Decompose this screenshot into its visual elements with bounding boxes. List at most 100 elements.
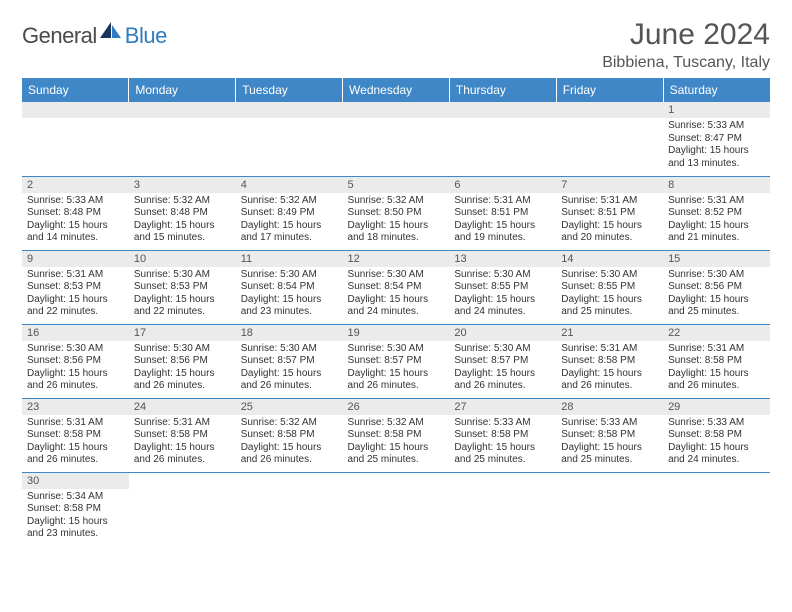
calendar-cell: 17Sunrise: 5:30 AMSunset: 8:56 PMDayligh… — [129, 324, 236, 398]
calendar-cell — [343, 102, 450, 176]
location: Bibbiena, Tuscany, Italy — [602, 54, 770, 72]
day-number: 30 — [22, 473, 129, 489]
day-body: Sunrise: 5:31 AMSunset: 8:52 PMDaylight:… — [663, 193, 770, 249]
day-number: 7 — [556, 177, 663, 193]
calendar-row: 16Sunrise: 5:30 AMSunset: 8:56 PMDayligh… — [22, 324, 770, 398]
calendar-cell: 21Sunrise: 5:31 AMSunset: 8:58 PMDayligh… — [556, 324, 663, 398]
calendar-cell: 5Sunrise: 5:32 AMSunset: 8:50 PMDaylight… — [343, 176, 450, 250]
day-body: Sunrise: 5:31 AMSunset: 8:58 PMDaylight:… — [22, 415, 129, 471]
day-number: 11 — [236, 251, 343, 267]
logo-text-general: General — [22, 23, 97, 49]
calendar-cell: 10Sunrise: 5:30 AMSunset: 8:53 PMDayligh… — [129, 250, 236, 324]
day-body: Sunrise: 5:33 AMSunset: 8:58 PMDaylight:… — [556, 415, 663, 471]
calendar-cell: 25Sunrise: 5:32 AMSunset: 8:58 PMDayligh… — [236, 398, 343, 472]
day-number-empty — [129, 102, 236, 118]
day-number: 20 — [449, 325, 556, 341]
day-body: Sunrise: 5:31 AMSunset: 8:51 PMDaylight:… — [556, 193, 663, 249]
day-body: Sunrise: 5:31 AMSunset: 8:53 PMDaylight:… — [22, 267, 129, 323]
calendar-row: 1Sunrise: 5:33 AMSunset: 8:47 PMDaylight… — [22, 102, 770, 176]
day-number: 23 — [22, 399, 129, 415]
day-number: 10 — [129, 251, 236, 267]
calendar-cell: 22Sunrise: 5:31 AMSunset: 8:58 PMDayligh… — [663, 324, 770, 398]
calendar-row: 2Sunrise: 5:33 AMSunset: 8:48 PMDaylight… — [22, 176, 770, 250]
logo: General Blue — [22, 18, 167, 49]
day-body: Sunrise: 5:34 AMSunset: 8:58 PMDaylight:… — [22, 489, 129, 545]
header: General Blue June 2024 Bibbiena, Tuscany… — [22, 18, 770, 72]
title-block: June 2024 Bibbiena, Tuscany, Italy — [602, 18, 770, 72]
day-body: Sunrise: 5:30 AMSunset: 8:56 PMDaylight:… — [129, 341, 236, 397]
day-body: Sunrise: 5:30 AMSunset: 8:57 PMDaylight:… — [343, 341, 450, 397]
day-number: 28 — [556, 399, 663, 415]
calendar-cell — [663, 472, 770, 546]
day-body: Sunrise: 5:32 AMSunset: 8:50 PMDaylight:… — [343, 193, 450, 249]
calendar-cell — [236, 102, 343, 176]
day-body: Sunrise: 5:32 AMSunset: 8:48 PMDaylight:… — [129, 193, 236, 249]
weekday-header-row: Sunday Monday Tuesday Wednesday Thursday… — [22, 78, 770, 102]
col-sunday: Sunday — [22, 78, 129, 102]
calendar-cell: 12Sunrise: 5:30 AMSunset: 8:54 PMDayligh… — [343, 250, 450, 324]
day-body: Sunrise: 5:30 AMSunset: 8:54 PMDaylight:… — [343, 267, 450, 323]
calendar-cell: 8Sunrise: 5:31 AMSunset: 8:52 PMDaylight… — [663, 176, 770, 250]
day-number: 2 — [22, 177, 129, 193]
day-body: Sunrise: 5:31 AMSunset: 8:51 PMDaylight:… — [449, 193, 556, 249]
day-number: 22 — [663, 325, 770, 341]
calendar-cell: 29Sunrise: 5:33 AMSunset: 8:58 PMDayligh… — [663, 398, 770, 472]
day-number: 29 — [663, 399, 770, 415]
day-number: 16 — [22, 325, 129, 341]
calendar-cell: 4Sunrise: 5:32 AMSunset: 8:49 PMDaylight… — [236, 176, 343, 250]
day-body: Sunrise: 5:31 AMSunset: 8:58 PMDaylight:… — [556, 341, 663, 397]
calendar-cell: 30Sunrise: 5:34 AMSunset: 8:58 PMDayligh… — [22, 472, 129, 546]
day-body: Sunrise: 5:32 AMSunset: 8:58 PMDaylight:… — [343, 415, 450, 471]
day-number: 14 — [556, 251, 663, 267]
day-number: 27 — [449, 399, 556, 415]
day-body: Sunrise: 5:31 AMSunset: 8:58 PMDaylight:… — [129, 415, 236, 471]
day-body: Sunrise: 5:32 AMSunset: 8:49 PMDaylight:… — [236, 193, 343, 249]
calendar-cell — [556, 102, 663, 176]
day-body: Sunrise: 5:30 AMSunset: 8:57 PMDaylight:… — [449, 341, 556, 397]
sail-icon — [100, 22, 122, 45]
day-body: Sunrise: 5:30 AMSunset: 8:56 PMDaylight:… — [663, 267, 770, 323]
day-number: 19 — [343, 325, 450, 341]
calendar-cell — [129, 472, 236, 546]
day-body: Sunrise: 5:30 AMSunset: 8:53 PMDaylight:… — [129, 267, 236, 323]
calendar-cell: 7Sunrise: 5:31 AMSunset: 8:51 PMDaylight… — [556, 176, 663, 250]
calendar-cell: 19Sunrise: 5:30 AMSunset: 8:57 PMDayligh… — [343, 324, 450, 398]
calendar-table: Sunday Monday Tuesday Wednesday Thursday… — [22, 78, 770, 546]
day-number-empty — [556, 102, 663, 118]
day-number: 5 — [343, 177, 450, 193]
day-body: Sunrise: 5:33 AMSunset: 8:47 PMDaylight:… — [663, 118, 770, 174]
day-body: Sunrise: 5:33 AMSunset: 8:58 PMDaylight:… — [663, 415, 770, 471]
calendar-cell: 18Sunrise: 5:30 AMSunset: 8:57 PMDayligh… — [236, 324, 343, 398]
day-number: 8 — [663, 177, 770, 193]
calendar-cell: 3Sunrise: 5:32 AMSunset: 8:48 PMDaylight… — [129, 176, 236, 250]
day-number: 12 — [343, 251, 450, 267]
calendar-cell: 27Sunrise: 5:33 AMSunset: 8:58 PMDayligh… — [449, 398, 556, 472]
day-body: Sunrise: 5:30 AMSunset: 8:54 PMDaylight:… — [236, 267, 343, 323]
calendar-cell — [556, 472, 663, 546]
day-body: Sunrise: 5:30 AMSunset: 8:55 PMDaylight:… — [449, 267, 556, 323]
calendar-cell: 15Sunrise: 5:30 AMSunset: 8:56 PMDayligh… — [663, 250, 770, 324]
calendar-row: 23Sunrise: 5:31 AMSunset: 8:58 PMDayligh… — [22, 398, 770, 472]
calendar-row: 30Sunrise: 5:34 AMSunset: 8:58 PMDayligh… — [22, 472, 770, 546]
calendar-cell: 1Sunrise: 5:33 AMSunset: 8:47 PMDaylight… — [663, 102, 770, 176]
day-number: 21 — [556, 325, 663, 341]
calendar-cell: 24Sunrise: 5:31 AMSunset: 8:58 PMDayligh… — [129, 398, 236, 472]
day-number-empty — [449, 102, 556, 118]
day-number: 13 — [449, 251, 556, 267]
day-number: 17 — [129, 325, 236, 341]
day-number: 18 — [236, 325, 343, 341]
calendar-cell — [129, 102, 236, 176]
day-number: 3 — [129, 177, 236, 193]
col-friday: Friday — [556, 78, 663, 102]
day-number: 26 — [343, 399, 450, 415]
calendar-cell: 9Sunrise: 5:31 AMSunset: 8:53 PMDaylight… — [22, 250, 129, 324]
month-title: June 2024 — [602, 18, 770, 52]
day-number: 1 — [663, 102, 770, 118]
calendar-cell — [22, 102, 129, 176]
col-wednesday: Wednesday — [343, 78, 450, 102]
day-number: 24 — [129, 399, 236, 415]
calendar-cell: 11Sunrise: 5:30 AMSunset: 8:54 PMDayligh… — [236, 250, 343, 324]
col-tuesday: Tuesday — [236, 78, 343, 102]
day-number: 6 — [449, 177, 556, 193]
day-number: 9 — [22, 251, 129, 267]
